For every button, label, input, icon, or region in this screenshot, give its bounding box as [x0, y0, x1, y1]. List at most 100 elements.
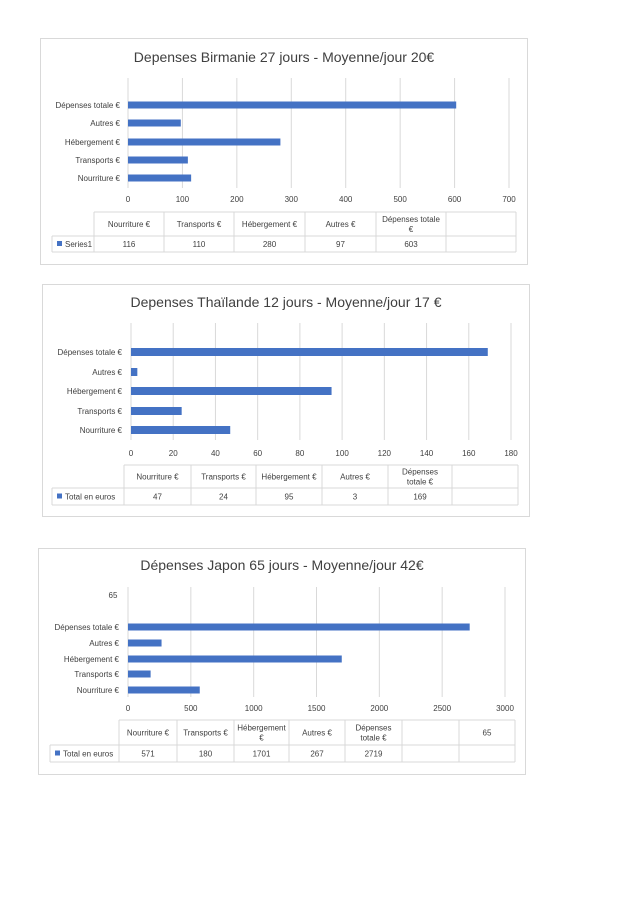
chart-title: Dépenses Japon 65 jours - Moyenne/jour 4… [140, 557, 424, 573]
x-tick-label: 100 [335, 449, 349, 458]
table-header: Transports € [201, 473, 246, 482]
category-label: Transports € [77, 407, 122, 416]
category-label: Hébergement € [65, 138, 121, 147]
table-value: 2719 [365, 750, 383, 759]
x-tick-label: 500 [393, 195, 407, 204]
table-header: Nourriture € [108, 220, 151, 229]
x-tick-label: 2500 [433, 704, 451, 713]
x-tick-label: 1000 [245, 704, 263, 713]
category-label: Autres € [90, 119, 120, 128]
table-header: € [259, 734, 264, 743]
table-header: Dépenses [355, 724, 391, 733]
table-header: Transports € [177, 220, 222, 229]
table-value: 47 [153, 493, 162, 502]
category-label: Dépenses totale € [55, 623, 120, 632]
category-label: Nourriture € [80, 426, 123, 435]
x-tick-label: 60 [253, 449, 262, 458]
category-label: Hébergement € [67, 387, 123, 396]
table-value: 280 [263, 240, 277, 249]
x-tick-label: 0 [129, 449, 134, 458]
category-label: Hébergement € [64, 655, 120, 664]
legend-key [57, 241, 62, 246]
x-tick-label: 80 [295, 449, 304, 458]
table-value: 116 [123, 240, 136, 249]
x-tick-label: 40 [211, 449, 220, 458]
table-header: totale € [360, 734, 387, 743]
bar [131, 368, 138, 376]
table-header: Nourriture € [127, 729, 170, 738]
bar [128, 174, 192, 182]
category-label: Dépenses totale € [56, 101, 121, 110]
table-header: 65 [483, 729, 492, 738]
x-tick-label: 700 [502, 195, 516, 204]
chart-title: Depenses Birmanie 27 jours - Moyenne/jou… [134, 49, 435, 65]
table-value: 97 [336, 240, 345, 249]
table-value: 571 [141, 750, 155, 759]
table-value: 110 [193, 240, 206, 249]
extra-label: 65 [109, 591, 118, 600]
bar [131, 407, 182, 415]
x-tick-label: 100 [176, 195, 190, 204]
x-tick-label: 1500 [308, 704, 326, 713]
category-label: Transports € [74, 670, 119, 679]
table-value: 1701 [253, 750, 271, 759]
bar [128, 138, 281, 146]
bar [128, 639, 162, 647]
x-tick-label: 0 [126, 704, 131, 713]
x-tick-label: 600 [448, 195, 462, 204]
table-header: Autres € [326, 220, 356, 229]
table-header: Hébergement € [261, 473, 317, 482]
legend-label: Total en euros [65, 493, 115, 502]
x-tick-label: 140 [420, 449, 434, 458]
x-tick-label: 200 [230, 195, 244, 204]
bar [128, 686, 200, 694]
table-value: 267 [310, 750, 324, 759]
table-header: € [409, 225, 414, 234]
category-label: Autres € [89, 639, 119, 648]
table-header: Dépenses [402, 468, 438, 477]
category-label: Transports € [75, 156, 120, 165]
bar [128, 156, 188, 164]
table-header: Hébergement [237, 724, 286, 733]
legend-label: Series1 [65, 240, 93, 249]
table-header: Dépenses totale [382, 215, 440, 224]
table-header: Nourriture € [136, 473, 179, 482]
legend-key [55, 750, 60, 756]
x-tick-label: 180 [504, 449, 518, 458]
x-tick-label: 120 [378, 449, 392, 458]
x-tick-label: 160 [462, 449, 476, 458]
bar [131, 387, 332, 395]
x-tick-label: 500 [184, 704, 198, 713]
table-header: Transports € [183, 729, 228, 738]
category-label: Dépenses totale € [58, 348, 123, 357]
table-header: Hébergement € [242, 220, 298, 229]
x-tick-label: 400 [339, 195, 353, 204]
legend-label: Total en euros [63, 750, 113, 759]
chart-thailande [42, 284, 530, 517]
bar [128, 119, 181, 127]
table-value: 169 [413, 493, 427, 502]
bar [131, 426, 231, 434]
bar [128, 655, 342, 663]
table-value: 180 [199, 750, 213, 759]
table-header: Autres € [302, 729, 332, 738]
table-value: 603 [404, 240, 418, 249]
legend-key [57, 493, 62, 499]
x-tick-label: 0 [126, 195, 131, 204]
table-value: 95 [285, 493, 294, 502]
table-header: totale € [407, 478, 434, 487]
bar [131, 348, 488, 356]
category-label: Nourriture € [78, 174, 121, 183]
chart-birmanie [40, 38, 528, 265]
x-tick-label: 2000 [370, 704, 388, 713]
table-value: 24 [219, 493, 228, 502]
chart-title: Depenses Thaïlande 12 jours - Moyenne/jo… [130, 294, 441, 310]
x-tick-label: 300 [285, 195, 299, 204]
table-value: 3 [353, 493, 358, 502]
bar [128, 101, 457, 109]
bar [128, 670, 151, 678]
table-header: Autres € [340, 473, 370, 482]
category-label: Nourriture € [77, 686, 120, 695]
category-label: Autres € [92, 368, 122, 377]
